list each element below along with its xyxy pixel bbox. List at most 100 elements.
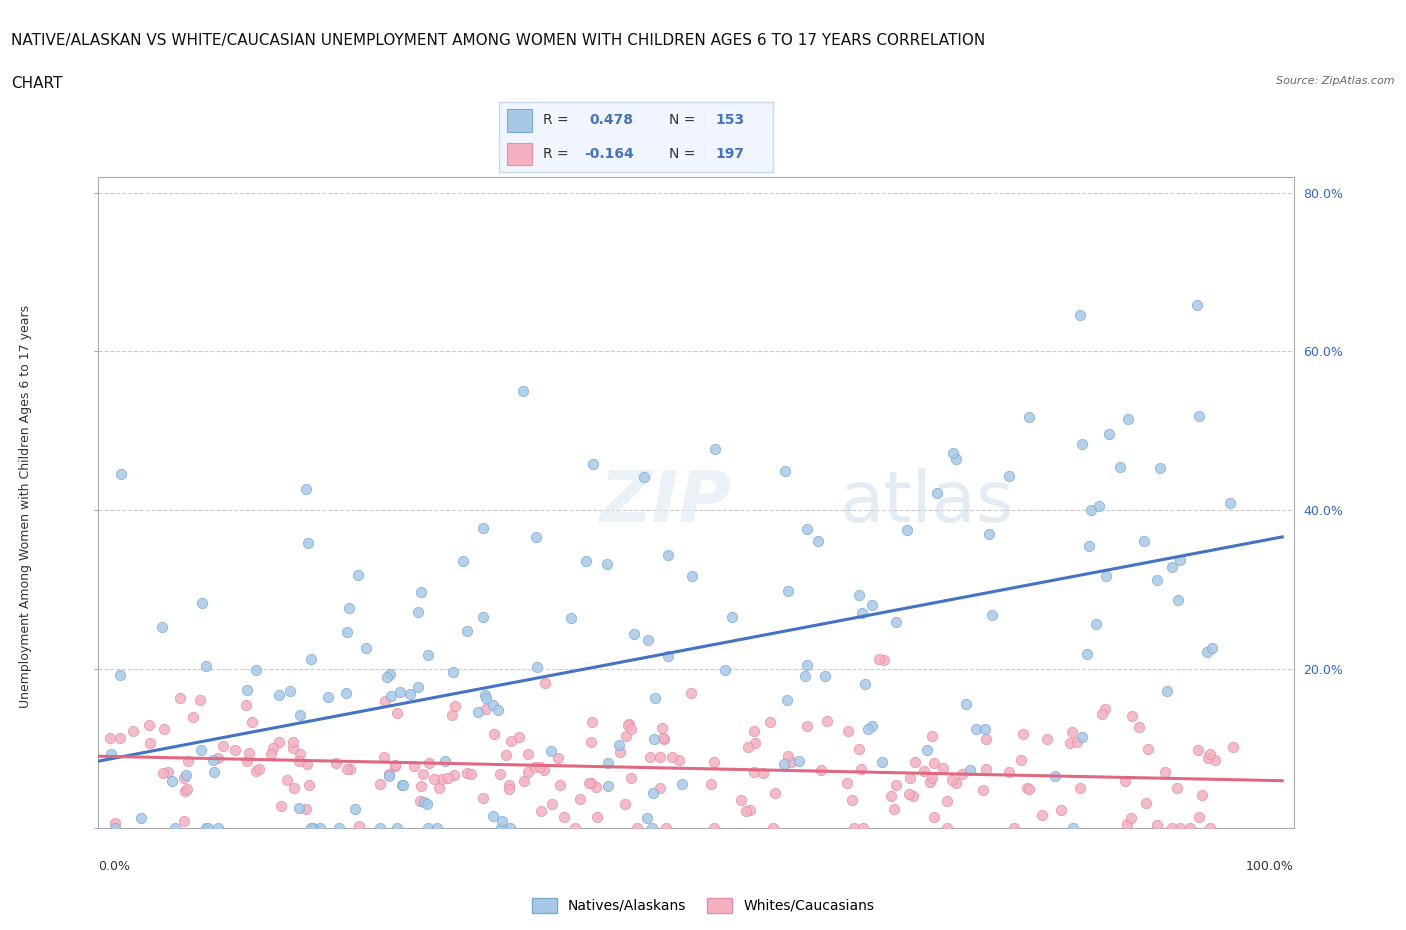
Point — [1091, 707, 1114, 722]
Point — [776, 584, 799, 599]
Point — [408, 679, 430, 694]
Point — [498, 781, 520, 796]
Point — [1114, 773, 1136, 788]
Point — [752, 765, 775, 780]
Point — [283, 780, 305, 795]
Point — [344, 802, 367, 817]
Point — [482, 809, 505, 824]
Point — [1121, 709, 1143, 724]
Point — [735, 804, 758, 819]
Point — [441, 665, 464, 680]
Text: 197: 197 — [716, 147, 745, 161]
Point — [499, 734, 522, 749]
Point — [138, 736, 160, 751]
Point — [886, 777, 908, 792]
Point — [499, 820, 522, 835]
Point — [484, 726, 506, 741]
Point — [370, 820, 392, 835]
Point — [626, 820, 648, 835]
Point — [582, 456, 605, 471]
Point — [399, 686, 422, 701]
Point — [796, 658, 818, 672]
Point — [299, 820, 322, 835]
Point — [517, 764, 540, 779]
Point — [309, 820, 332, 835]
Point — [896, 523, 918, 538]
Point — [541, 796, 564, 811]
Point — [578, 776, 600, 790]
Point — [524, 759, 547, 774]
Point — [1116, 411, 1139, 426]
Point — [977, 526, 1000, 541]
Point — [1149, 461, 1171, 476]
Point — [533, 763, 555, 777]
Point — [297, 777, 319, 792]
Point — [596, 778, 619, 793]
Point — [879, 789, 901, 804]
Point — [918, 775, 941, 790]
Point — [837, 724, 859, 738]
Point — [853, 677, 876, 692]
Point — [1085, 617, 1108, 631]
Point — [347, 568, 370, 583]
Point — [904, 755, 927, 770]
Point — [787, 753, 810, 768]
Point — [547, 751, 569, 765]
Point — [100, 747, 122, 762]
Point — [1133, 533, 1156, 548]
Point — [703, 820, 725, 835]
Point — [1071, 730, 1094, 745]
Point — [638, 750, 661, 764]
Point — [387, 705, 409, 720]
Point — [650, 750, 672, 764]
Point — [945, 452, 967, 467]
Text: R =: R = — [543, 147, 574, 161]
Point — [596, 755, 619, 770]
Point — [173, 814, 195, 829]
Point — [240, 714, 263, 729]
Point — [190, 596, 212, 611]
Point — [176, 767, 198, 782]
Point — [1136, 741, 1159, 756]
Point — [471, 790, 494, 805]
Point — [679, 685, 702, 700]
Point — [921, 770, 943, 785]
Point — [489, 766, 512, 781]
Point — [641, 820, 664, 835]
Text: 100.0%: 100.0% — [1246, 860, 1294, 873]
Point — [744, 736, 766, 751]
Point — [965, 722, 987, 737]
Point — [998, 764, 1021, 779]
Point — [852, 820, 875, 835]
Point — [288, 800, 311, 815]
Point — [409, 584, 432, 599]
Point — [378, 667, 401, 682]
Point — [150, 620, 173, 635]
Text: Unemployment Among Women with Children Ages 6 to 17 years: Unemployment Among Women with Children A… — [18, 305, 32, 709]
Point — [373, 750, 395, 764]
Point — [1043, 769, 1066, 784]
Point — [884, 615, 907, 630]
Point — [482, 698, 505, 712]
Point — [235, 683, 257, 698]
Point — [1050, 803, 1073, 817]
Point — [814, 669, 837, 684]
Point — [495, 748, 517, 763]
Point — [418, 820, 440, 835]
Point — [870, 754, 893, 769]
Point — [122, 724, 145, 738]
Point — [636, 810, 658, 825]
Point — [773, 463, 796, 478]
Point — [945, 775, 967, 790]
Bar — [508, 110, 531, 132]
Point — [380, 688, 402, 703]
Point — [959, 763, 981, 777]
Point — [1178, 820, 1201, 835]
Point — [290, 746, 312, 761]
Point — [339, 761, 361, 776]
Point — [1094, 568, 1116, 583]
Point — [569, 791, 592, 806]
Point — [873, 652, 896, 667]
Point — [267, 687, 290, 702]
Legend: Natives/Alaskans, Whites/Caucasians: Natives/Alaskans, Whites/Caucasians — [526, 892, 880, 919]
